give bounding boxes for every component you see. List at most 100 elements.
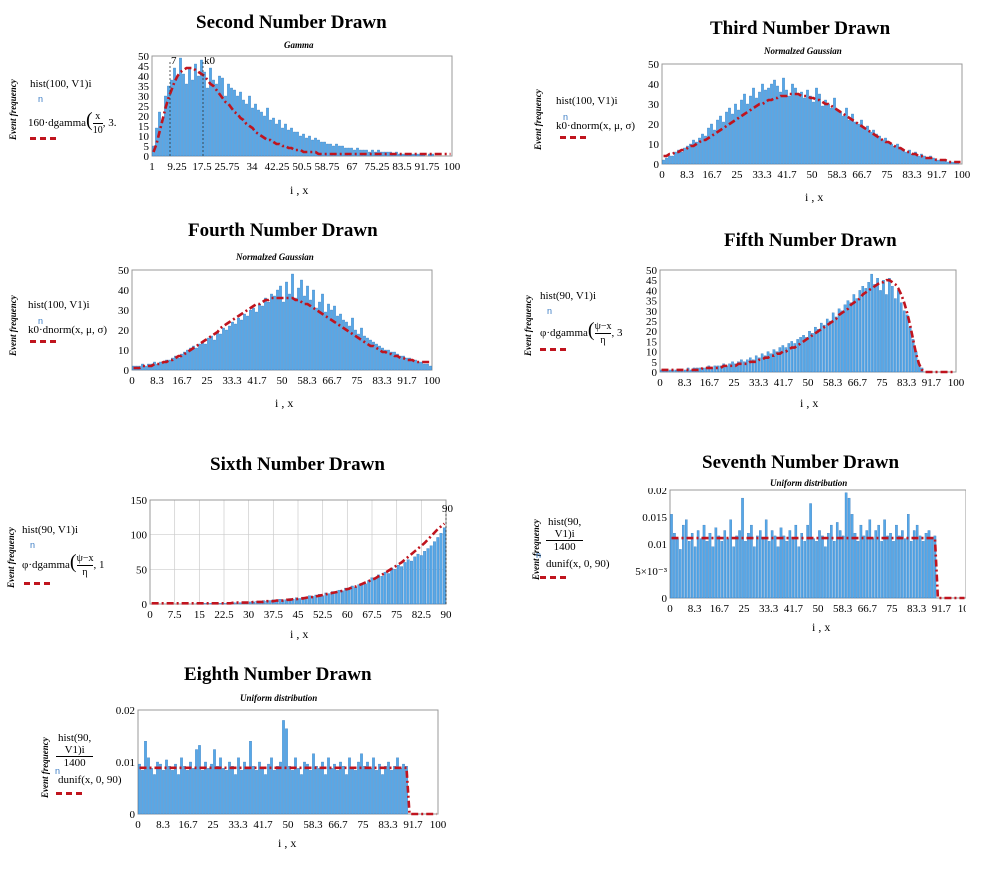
histogram-bar xyxy=(414,359,417,371)
histogram-bar xyxy=(192,768,195,815)
histogram-bar xyxy=(782,77,785,165)
histogram-bar xyxy=(847,497,851,599)
histogram-bar xyxy=(200,59,203,157)
y-tick-label: 40 xyxy=(118,285,130,297)
histogram-bar xyxy=(350,585,354,605)
plot-frame xyxy=(131,269,433,371)
chart-fourth: 0 8.3 16.7 25 33.3 41.7 50 58.3 66.7 75 83.3 91.7 10… xyxy=(118,265,441,387)
histogram-bar xyxy=(760,353,764,373)
legend-fraction-den: η xyxy=(600,335,606,346)
histogram-bar xyxy=(426,548,430,605)
x-tick-label: 66.7 xyxy=(328,819,348,831)
curve-legend-line xyxy=(56,792,82,795)
histogram-bar xyxy=(788,530,792,599)
y-axis-label: Event frequency xyxy=(8,79,18,140)
histogram-bar xyxy=(857,123,860,165)
x-tick-label: 58.75 xyxy=(315,161,340,173)
x-tick-label: 83.3 xyxy=(378,819,398,831)
histogram-bar xyxy=(390,351,393,371)
histogram-bar xyxy=(933,535,937,599)
histogram-bar xyxy=(281,127,284,157)
x-tick-label: 25.75 xyxy=(215,161,240,173)
histogram-bar xyxy=(266,107,269,157)
histogram-bar xyxy=(886,535,889,599)
histogram-bar xyxy=(749,357,752,373)
histogram-bar xyxy=(369,768,372,815)
histogram-bar xyxy=(344,147,347,157)
histogram-bar xyxy=(228,325,231,371)
legend-curve-suffix: , 3 xyxy=(611,327,623,340)
histogram-bar xyxy=(708,533,712,599)
legend-fraction-num: x xyxy=(92,110,103,124)
histogram-bar xyxy=(357,584,361,605)
y-tick-label: 50 xyxy=(648,59,660,71)
histogram-bar xyxy=(252,307,255,371)
histogram-bar xyxy=(873,284,876,373)
histogram-bar xyxy=(378,345,381,371)
marker-label: k0 xyxy=(204,55,216,67)
histogram-bar xyxy=(704,135,707,165)
x-axis-label: i , x xyxy=(812,620,831,634)
histogram-bar xyxy=(333,763,336,815)
histogram-bar xyxy=(340,590,344,605)
y-tick-label: 0 xyxy=(130,809,136,821)
legend-curve-suffix: , 1 xyxy=(93,559,105,572)
histogram-bar xyxy=(794,87,797,165)
histogram-bar xyxy=(812,101,815,165)
histogram-bar xyxy=(835,522,839,599)
x-tick-label: 66.7 xyxy=(852,169,872,181)
legend-histogram: hist(100, V1)i xyxy=(556,95,618,107)
histogram-bar xyxy=(833,97,836,165)
histogram-bar xyxy=(350,147,353,157)
histogram-bar xyxy=(753,546,756,599)
histogram-bar xyxy=(787,343,791,373)
y-tick-label: 50 xyxy=(118,265,130,277)
x-tick-label: 75 xyxy=(352,375,364,387)
histogram-bar xyxy=(824,99,827,165)
histogram-bar xyxy=(206,87,209,157)
histogram-bar xyxy=(420,361,423,371)
histogram-bar xyxy=(327,303,330,371)
histogram-bar xyxy=(192,345,195,371)
histogram-bar xyxy=(174,763,177,815)
legend-curve-text: φ·dgamma xyxy=(22,559,70,572)
y-tick-label: 30 xyxy=(138,91,150,103)
curve-legend-line xyxy=(560,136,586,139)
x-tick-label: 16.7 xyxy=(710,603,730,613)
x-axis-label: i , x xyxy=(278,836,297,850)
histogram-bar xyxy=(303,761,306,815)
histogram-bar xyxy=(695,141,698,165)
chart-title: Fourth Number Drawn xyxy=(188,220,378,241)
histogram-bar xyxy=(347,147,350,157)
histogram-bar xyxy=(351,768,354,815)
histogram-bar xyxy=(808,331,811,373)
histogram-bar xyxy=(838,530,842,599)
histogram-bar xyxy=(761,83,764,165)
x-tick-label: 66.7 xyxy=(848,377,868,389)
histogram-bar xyxy=(698,367,702,373)
histogram-bar xyxy=(261,768,264,815)
histogram-bar xyxy=(738,530,741,599)
histogram-bar xyxy=(775,351,779,373)
histogram-bar xyxy=(337,589,341,605)
histogram-bar xyxy=(902,310,906,373)
histogram-bar xyxy=(892,541,895,599)
histogram-bar xyxy=(177,774,180,815)
histogram-bar xyxy=(752,87,755,165)
histogram-bar xyxy=(138,763,141,815)
chart-subtitle: Normalzed Gaussian xyxy=(764,46,842,56)
histogram-bar xyxy=(842,115,845,165)
x-tick-label: 75 xyxy=(877,377,889,389)
histogram-bar xyxy=(849,302,853,373)
y-tick-label: 50 xyxy=(136,564,148,576)
histogram-bar xyxy=(866,125,869,165)
histogram-bar xyxy=(380,576,384,605)
x-tick-label: 33.3 xyxy=(752,169,772,181)
histogram-bar xyxy=(301,596,305,605)
histogram-bar xyxy=(255,770,258,815)
histogram-bar xyxy=(341,145,344,157)
histogram-bar xyxy=(367,580,371,605)
y-tick-label: 5 xyxy=(144,141,150,153)
x-tick-label: 66.7 xyxy=(858,603,878,613)
histogram-bar xyxy=(880,541,883,599)
